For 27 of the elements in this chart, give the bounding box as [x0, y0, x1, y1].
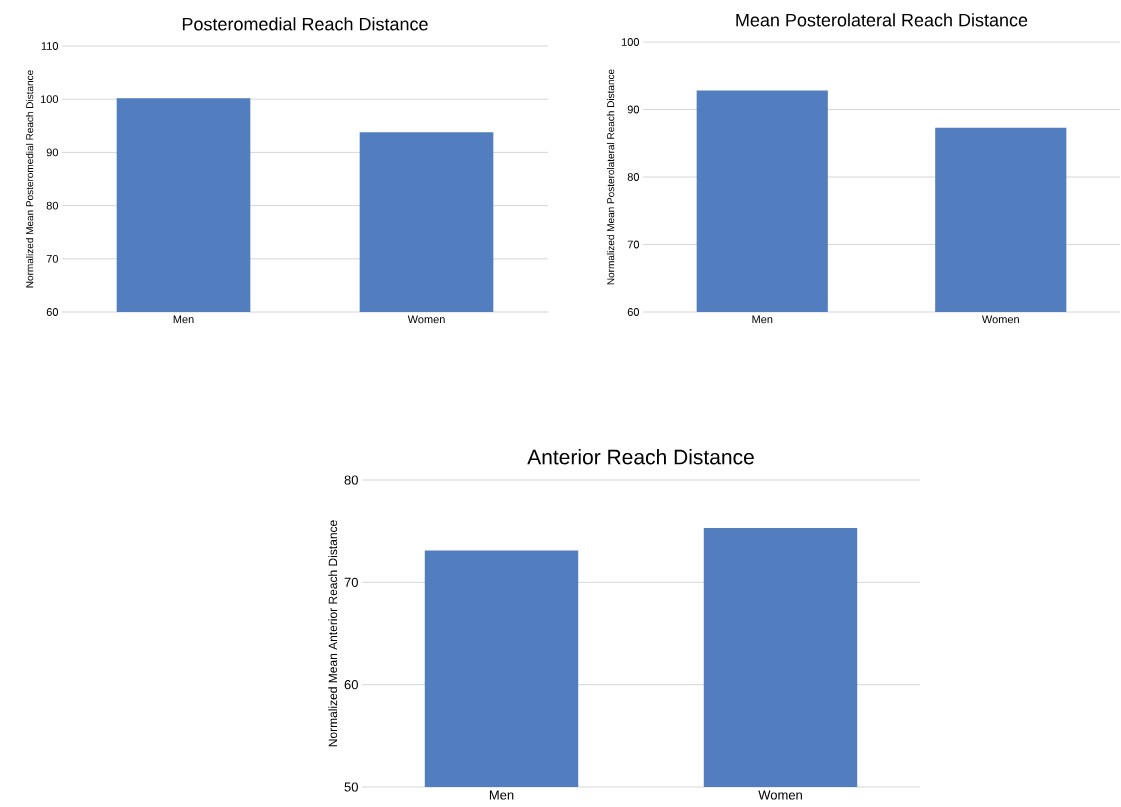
y-tick-label: 80 [344, 475, 358, 485]
y-tick-label: 110 [41, 42, 59, 50]
x-tick-label: Women [407, 315, 445, 324]
chart-title: Mean Posterolateral Reach Distance [736, 13, 1028, 27]
y-tick-label: 50 [344, 782, 358, 792]
x-tick-label: Men [489, 790, 514, 800]
y-tick-label: 90 [46, 148, 59, 157]
y-tick-label: 70 [46, 254, 59, 263]
y-tick-label: 70 [627, 240, 640, 249]
x-tick-label: Men [173, 315, 194, 324]
y-tick-label: 80 [627, 173, 640, 181]
y-tick-label: 60 [46, 308, 59, 316]
x-tick-label: Women [758, 790, 802, 800]
x-tick-label: Women [981, 315, 1019, 324]
y-tick-label: 100 [40, 95, 59, 104]
y-axis-title: Normalized Mean Posteromedial Reach Distance [25, 70, 34, 288]
y-tick-label: 70 [344, 577, 358, 587]
chart-title: Anterior Reach Distance [527, 449, 754, 465]
y-tick-label: 60 [627, 308, 640, 316]
y-tick-label: 100 [621, 38, 640, 46]
y-axis-title: Normalized Mean Posterolateral Reach Distance [606, 69, 615, 285]
y-axis-title: Normalized Mean Anterior Reach Distance [328, 520, 338, 747]
y-tick-label: 80 [46, 201, 59, 210]
y-tick-label: 90 [627, 105, 640, 114]
y-tick-label: 60 [344, 680, 358, 690]
x-tick-label: Men [752, 315, 773, 324]
chart-title: Posteromedial Reach Distance [182, 17, 428, 31]
